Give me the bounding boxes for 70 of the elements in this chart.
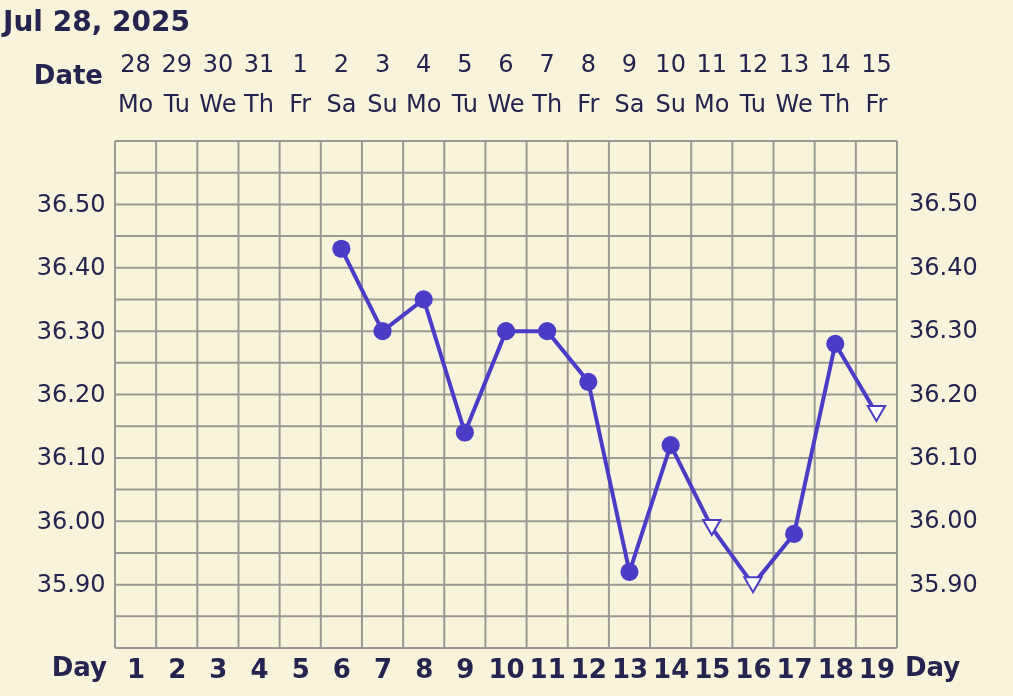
x2-tick-label: 15 Fr <box>861 50 892 118</box>
x2-tick-label: 4 Mo <box>405 50 442 118</box>
x-tick-label: 7 <box>373 653 393 684</box>
x-tick-label: 4 <box>250 653 269 684</box>
y2-tick-label: 36.10 <box>909 442 978 471</box>
y2-tick-label: 35.90 <box>909 569 978 598</box>
x2-tick-label: 6 We <box>487 50 525 118</box>
x-tick-label: 19 <box>858 653 896 684</box>
x-tick-label: 6 <box>332 653 351 684</box>
y-tick-label: 36.20 <box>36 380 106 408</box>
y2-tick-label: 36.40 <box>909 252 978 281</box>
y-tick-label: 36.30 <box>36 316 106 345</box>
point <box>620 562 639 582</box>
point <box>414 290 433 309</box>
point <box>826 334 845 353</box>
x-tick-label: 8 <box>415 653 434 684</box>
x2-tick-label: 8 Fr <box>577 50 600 118</box>
y2-tick-label: 36.00 <box>909 506 978 535</box>
y2-tick-label: 36.50 <box>909 189 978 218</box>
y-tick-label: 36.10 <box>36 443 106 472</box>
point <box>332 239 351 258</box>
y2-tick-label: 36.30 <box>909 316 978 345</box>
x2-tick-label: 13 We <box>775 50 813 118</box>
x-tick-label: 17 <box>776 653 813 684</box>
text: Day <box>51 652 107 682</box>
x-tick-label: 9 <box>456 653 475 684</box>
x-tick-label: 1 <box>127 653 146 684</box>
x2-tick-label: 29 Tu <box>161 50 193 118</box>
x2-tick-label: 31 Th <box>243 50 275 118</box>
x-tick-label: 13 <box>611 653 649 684</box>
x2-axis-title: Date <box>33 60 103 90</box>
x2-tick-label: 11 Mo <box>694 50 730 118</box>
x-tick-label: 16 <box>735 653 772 684</box>
x2-tick-label: 12 Tu <box>737 50 769 118</box>
point <box>496 322 516 341</box>
x-tick-label: 2 <box>168 653 187 684</box>
point <box>579 372 598 391</box>
chart-title: Jul 28, 2025 <box>1 5 190 38</box>
x-tick-label: 18 <box>817 653 854 684</box>
point <box>373 322 392 341</box>
x2-tick-label: 14 Th <box>819 50 851 118</box>
x-tick-label: 11 <box>529 653 566 684</box>
x2-tick-label: 2 Sa <box>326 50 357 118</box>
point <box>785 524 804 543</box>
point <box>455 423 474 442</box>
x2-tick-label: 1 Fr <box>289 50 312 118</box>
x2-tick-label: 3 Su <box>367 50 398 118</box>
y-tick-label: 36.40 <box>36 253 106 282</box>
y-tick-label: 35.90 <box>36 570 106 599</box>
y-tick-label: 36.00 <box>36 506 106 535</box>
y2-tick-label: 36.20 <box>909 379 978 408</box>
x-tick-label: 10 <box>488 653 525 684</box>
point <box>743 576 763 594</box>
x-tick-label: 5 <box>291 653 310 684</box>
point <box>866 405 887 423</box>
x2-tick-label: 7 Th <box>531 50 563 118</box>
x-tick-label: 12 <box>570 653 607 684</box>
x2-tick-label: 30 We <box>199 50 237 118</box>
point <box>661 436 680 455</box>
x2-tick-label: 5 Tu <box>450 50 478 118</box>
x-tick-label: 14 <box>653 653 690 684</box>
point <box>538 322 557 341</box>
x2-tick-label: 10 Su <box>655 50 686 118</box>
x2-tick-label: 9 Sa <box>614 50 645 118</box>
x-tick-label: 3 <box>209 653 228 684</box>
x-tick-label: 15 <box>694 653 731 684</box>
x-axis-title: Day <box>905 652 961 682</box>
y-tick-label: 36.50 <box>36 189 106 218</box>
point <box>702 519 722 537</box>
x2-tick-label: 28 Mo <box>117 50 154 118</box>
